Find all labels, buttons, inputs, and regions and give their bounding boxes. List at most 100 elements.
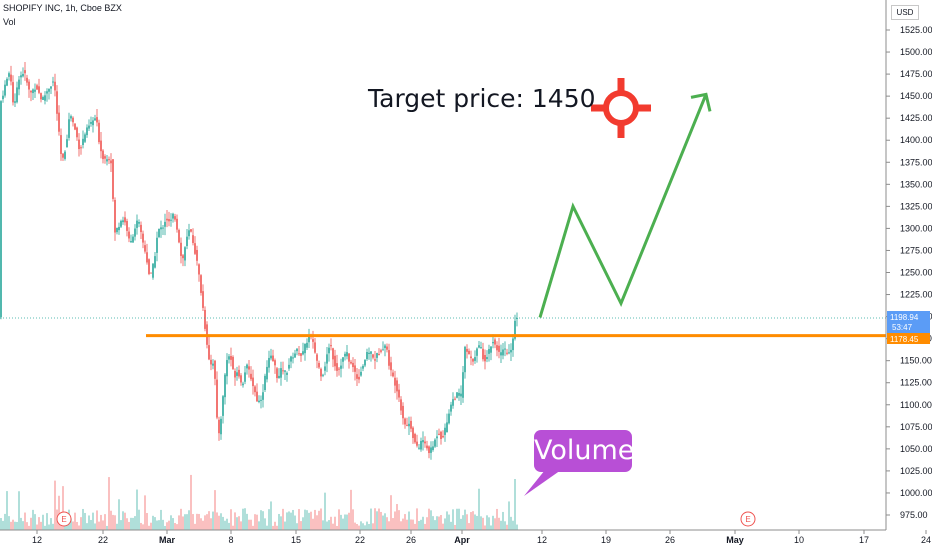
candle-body <box>168 219 170 222</box>
candle-body <box>246 364 248 369</box>
volume-bar <box>162 519 164 530</box>
candle-body <box>304 343 306 354</box>
candle-body <box>256 391 258 402</box>
candle-body <box>470 356 472 359</box>
symbol-title[interactable]: SHOPIFY INC, 1h, Cboe BZX <box>3 3 122 13</box>
candle-body <box>380 350 382 352</box>
candle-body <box>52 81 54 83</box>
volume-bar <box>230 509 232 530</box>
volume-bar <box>418 521 420 530</box>
volume-bar <box>118 499 120 530</box>
candle-body <box>288 364 290 369</box>
volume-bar <box>366 521 368 530</box>
candle-body <box>142 233 144 243</box>
earnings-marker-may[interactable]: E <box>740 511 756 527</box>
candle-body <box>18 79 20 90</box>
volume-bar <box>240 521 242 530</box>
volume-bar <box>498 517 500 530</box>
volume-bar <box>360 521 362 530</box>
candle-body <box>126 220 128 231</box>
volume-bar <box>302 517 304 530</box>
price-tick-label: 1450.00 <box>900 91 932 101</box>
candle-body <box>266 366 268 380</box>
price-axis[interactable]: 975.00 1000.00 1025.00 1050.00 1075.00 1100.0… <box>886 25 932 520</box>
volume-bar <box>18 491 20 530</box>
candle-body <box>40 93 42 100</box>
volume-bar <box>384 513 386 530</box>
volume-bar <box>410 519 412 530</box>
candle-body <box>290 356 292 362</box>
candle-body <box>478 345 480 348</box>
volume-bar <box>10 521 12 530</box>
candle-body <box>216 379 218 418</box>
candle-body <box>70 116 72 119</box>
candle-body <box>480 347 482 349</box>
volume-bar <box>210 518 212 530</box>
volume-bar <box>460 518 462 530</box>
volume-bar <box>218 515 220 530</box>
time-tick-label: Apr <box>454 535 470 545</box>
candle-body <box>136 220 138 228</box>
candle-body <box>226 360 228 377</box>
candle-body <box>504 348 506 350</box>
volume-bar <box>188 510 190 530</box>
projection-path[interactable] <box>538 93 708 318</box>
volume-bar <box>132 517 134 530</box>
volume-bar <box>374 508 376 530</box>
candle-body <box>192 235 194 243</box>
volume-bar <box>2 520 4 530</box>
volume-bar <box>234 512 236 530</box>
volume-bar <box>252 525 254 530</box>
candle-body <box>502 349 504 356</box>
volume-bar <box>86 523 88 530</box>
candle-body <box>496 345 498 351</box>
volume-bar <box>194 523 196 530</box>
volume-bar <box>202 520 204 530</box>
earnings-marker-feb[interactable]: E <box>56 511 72 527</box>
candle-body <box>42 96 44 100</box>
candle-body <box>374 359 376 361</box>
candle-body <box>332 348 334 360</box>
volume-indicator-label[interactable]: Vol <box>3 17 16 27</box>
volume-bar <box>328 520 330 530</box>
candle-body <box>22 73 24 77</box>
volume-bar <box>312 518 314 530</box>
candle-body <box>242 383 244 386</box>
candle-body <box>188 230 190 237</box>
candle-body <box>154 256 156 268</box>
volume-bar <box>350 489 352 530</box>
volume-bar <box>98 521 100 530</box>
volume-bar <box>268 509 270 530</box>
candle-body <box>118 226 120 231</box>
volume-bar <box>170 515 172 530</box>
candle-body <box>282 370 284 372</box>
volume-bar <box>78 525 80 530</box>
currency-badge[interactable]: USD <box>891 5 919 20</box>
candle-body <box>96 117 98 123</box>
volume-bar <box>304 509 306 530</box>
volume-bar <box>222 516 224 530</box>
candle-body <box>198 264 200 275</box>
candle-body <box>252 377 254 387</box>
volume-bar <box>122 511 124 530</box>
candle-body <box>364 359 366 366</box>
volume-bar <box>74 512 76 530</box>
candle-body <box>424 441 426 444</box>
volume-bar <box>452 509 454 530</box>
volume-bar <box>276 525 278 530</box>
time-axis[interactable]: 12 22 Mar 8 15 22 26 Apr 12 19 26 May 10 17 24 <box>32 530 931 545</box>
volume-bar <box>8 516 10 530</box>
candle-body <box>178 230 180 243</box>
volume-bar <box>42 514 44 530</box>
price-tick-label: 1325.00 <box>900 201 932 211</box>
volume-bar <box>228 522 230 530</box>
candle-body <box>442 435 444 438</box>
volume-bar <box>16 521 18 530</box>
candle-body <box>342 357 344 362</box>
candle-body <box>296 348 298 352</box>
volume-bar <box>76 521 78 530</box>
candle-body <box>212 363 214 366</box>
candle-body <box>56 91 58 114</box>
volume-bar <box>278 513 280 530</box>
